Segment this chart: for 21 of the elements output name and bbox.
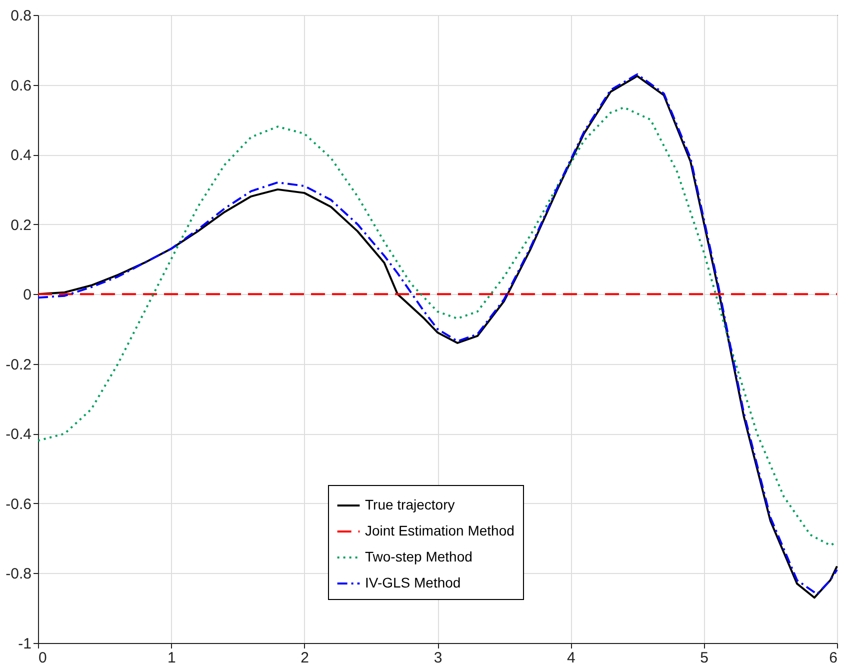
- y-tick-label: -0.4: [6, 426, 32, 444]
- x-tick-label: 2: [300, 650, 310, 666]
- x-tick-label: 4: [566, 650, 576, 666]
- y-tick-label: 0.2: [10, 216, 32, 234]
- legend-label: True trajectory: [365, 496, 455, 512]
- y-tick-label: 0.4: [10, 147, 32, 164]
- legend-label: Joint Estimation Method: [365, 522, 514, 538]
- legend-label: IV-GLS Method: [365, 574, 461, 590]
- x-tick-label: 5: [700, 650, 709, 666]
- y-tick-label: 0.8: [10, 8, 32, 24]
- x-tick-label: 3: [434, 650, 442, 666]
- y-tick-label: 0.6: [10, 77, 32, 94]
- y-tick-label: -0.2: [6, 356, 32, 374]
- y-tick-label: 0: [23, 286, 32, 304]
- x-tick-label: 6: [829, 650, 838, 666]
- legend-label: Two-step Method: [365, 548, 472, 564]
- y-tick-label: -1: [18, 636, 32, 652]
- x-tick-label: 1: [167, 650, 176, 666]
- x-tick-label: 0: [38, 650, 47, 666]
- y-tick-label: -0.6: [6, 496, 32, 513]
- y-tick-label: -0.8: [6, 566, 32, 583]
